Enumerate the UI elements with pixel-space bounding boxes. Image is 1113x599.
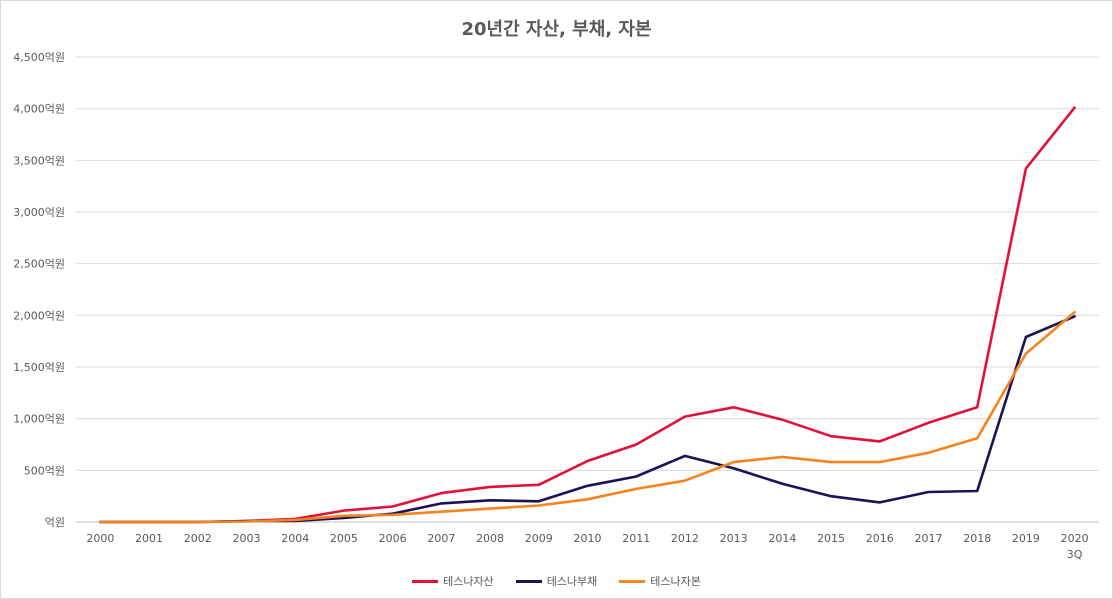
legend-label: 테스나부채 xyxy=(546,575,598,588)
chart-title: 20년간 자산, 부채, 자본 xyxy=(461,19,652,40)
x-tick-label: 2003 xyxy=(233,532,261,545)
y-tick-label: 2,500억원 xyxy=(13,258,65,271)
legend-swatch xyxy=(619,579,646,583)
x-tick-label: 2017 xyxy=(915,532,943,545)
x-tick-label: 2008 xyxy=(476,532,504,545)
series-line-1 xyxy=(99,106,1076,524)
x-tick-label: 2013 xyxy=(720,532,748,545)
x-tick-label: 2007 xyxy=(427,532,455,545)
y-tick-label: 3,000억원 xyxy=(13,206,65,219)
x-tick-label: 2004 xyxy=(281,532,309,545)
legend: 테스나자산 테스나부채 테스나자본 xyxy=(1,573,1112,589)
x-tick-label: 2014 xyxy=(768,532,796,545)
x-tick-label: 2016 xyxy=(866,532,894,545)
legend-item-2: 테스나부채 xyxy=(515,573,598,589)
legend-swatch xyxy=(412,579,439,583)
x-tick-label: 2000 xyxy=(86,532,114,545)
series-line-3 xyxy=(99,310,1076,524)
legend-label: 테스나자산 xyxy=(443,575,494,588)
y-tick-label: 4,500억원 xyxy=(13,51,65,64)
x-tick-label: 2005 xyxy=(330,532,358,545)
series-line-2 xyxy=(99,315,1076,524)
x-tick-label: 2010 xyxy=(574,532,602,545)
y-tick-label: 500억원 xyxy=(24,464,65,477)
x-tick-label: 2020 3Q xyxy=(1061,532,1089,561)
x-tick-label: 2001 xyxy=(135,532,163,545)
y-tick-label: 1,500억원 xyxy=(13,361,65,374)
legend-swatch xyxy=(515,579,542,583)
x-tick-label: 2012 xyxy=(671,532,699,545)
y-tick-label: 억원 xyxy=(45,516,65,529)
y-tick-label: 2,000억원 xyxy=(13,309,65,322)
legend-label: 테스나자본 xyxy=(650,575,701,588)
x-tick-label: 2006 xyxy=(379,532,407,545)
y-tick-label: 1,000억원 xyxy=(13,413,65,426)
legend-item-3: 테스나자본 xyxy=(619,573,701,589)
x-tick-label: 2018 xyxy=(963,532,991,545)
x-tick-label: 2011 xyxy=(622,532,650,545)
x-tick-label: 2019 xyxy=(1012,532,1040,545)
x-tick-label: 2015 xyxy=(817,532,845,545)
y-tick-label: 4,000억원 xyxy=(13,103,65,116)
x-tick-label: 2009 xyxy=(525,532,553,545)
x-tick-label: 2002 xyxy=(184,532,212,545)
y-tick-label: 3,500억원 xyxy=(13,154,65,167)
legend-item-1: 테스나자산 xyxy=(412,573,494,589)
